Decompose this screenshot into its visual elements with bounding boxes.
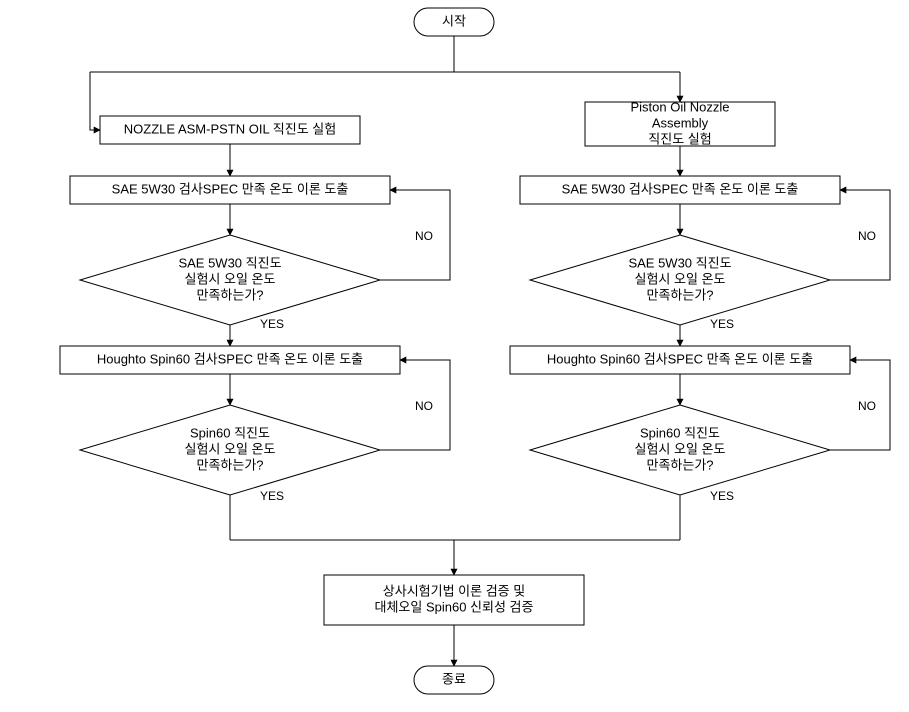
node-rightExp: Piston Oil NozzleAssembly직진도 실험 [585,99,775,146]
node-end: 종료 [414,666,494,694]
node-rSpinD-text-2: 만족하는가? [646,457,713,472]
node-rSaeD: SAE 5W30 직진도실험시 오일 온도만족하는가? [530,235,830,325]
node-lSae: SAE 5W30 검사SPEC 만족 온도 이론 도출 [70,176,390,204]
node-lSpinD-text-1: 실험시 오일 온도 [185,441,276,456]
node-rightExp-text-1: Assembly [652,115,709,130]
node-rSpinD-text-1: 실험시 오일 온도 [635,441,726,456]
edge-11-label: YES [710,317,734,331]
edge-8-label: NO [415,229,433,243]
node-start-text-0: 시작 [442,13,466,28]
node-final-text-1: 대체오일 Spin60 신뢰성 검증 [375,599,534,614]
node-rightExp-text-0: Piston Oil Nozzle [631,99,730,114]
edge-9-label: NO [858,229,876,243]
node-lSae-text-0: SAE 5W30 검사SPEC 만족 온도 이론 도출 [112,181,349,196]
node-rSpin: Houghto Spin60 검사SPEC 만족 온도 이론 도출 [510,346,850,374]
node-lSpinD-text-2: 만족하는가? [196,457,263,472]
edge-17: YES [680,489,734,540]
edge-16: YES [230,489,284,540]
edge-15-label: NO [858,399,876,413]
flowchart-canvas: NO NO YES YES NO NO YES YES 시작 NOZZLE ASM-PSTN O… [0,0,909,712]
node-start: 시작 [414,8,494,36]
node-leftExp-text-0: NOZZLE ASM-PSTN OIL 직진도 실험 [124,121,336,136]
node-leftExp: NOZZLE ASM-PSTN OIL 직진도 실험 [100,116,360,144]
node-rSpinD: Spin60 직진도실험시 오일 온도만족하는가? [530,405,830,495]
node-end-text-0: 종료 [442,671,466,686]
node-lSaeD-text-2: 만족하는가? [196,287,263,302]
node-rSaeD-text-1: 실험시 오일 온도 [635,271,726,286]
node-rightExp-text-2: 직진도 실험 [648,131,711,146]
node-lSpinD: Spin60 직진도실험시 오일 온도만족하는가? [80,405,380,495]
node-lSaeD-text-0: SAE 5W30 직진도 [178,255,281,270]
node-lSaeD: SAE 5W30 직진도실험시 오일 온도만족하는가? [80,235,380,325]
node-rSae-text-0: SAE 5W30 검사SPEC 만족 온도 이론 도출 [562,181,799,196]
edge-17-label: YES [710,489,734,503]
node-lSpin-text-0: Houghto Spin60 검사SPEC 만족 온도 이론 도출 [97,351,363,366]
edge-16-label: YES [260,489,284,503]
node-final-text-0: 상사시험기법 이론 검증 및 [383,583,525,598]
node-rSpinD-text-0: Spin60 직진도 [640,425,720,440]
edge-2 [90,72,100,130]
node-rSpin-text-0: Houghto Spin60 검사SPEC 만족 온도 이론 도출 [547,351,813,366]
node-rSaeD-text-2: 만족하는가? [646,287,713,302]
node-lSpin: Houghto Spin60 검사SPEC 만족 온도 이론 도출 [60,346,400,374]
edge-14-label: NO [415,399,433,413]
node-lSpinD-text-0: Spin60 직진도 [190,425,270,440]
node-final: 상사시험기법 이론 검증 및대체오일 Spin60 신뢰성 검증 [324,575,584,625]
node-rSaeD-text-0: SAE 5W30 직진도 [628,255,731,270]
node-lSaeD-text-1: 실험시 오일 온도 [185,271,276,286]
node-rSae: SAE 5W30 검사SPEC 만족 온도 이론 도출 [520,176,840,204]
edge-10-label: YES [260,317,284,331]
